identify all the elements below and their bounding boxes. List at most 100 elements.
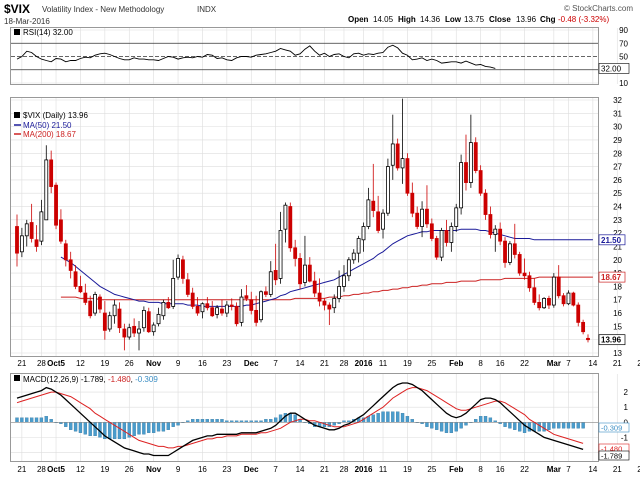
rsi-title: RSI(14) 32.00 <box>23 28 73 37</box>
candle-body-up <box>449 226 454 243</box>
price-legend: $VIX (Daily) 13.96 MA(50) 21.50 MA(200) … <box>14 111 88 139</box>
macd-histogram-bar <box>488 417 493 423</box>
open-value: 14.05 <box>373 15 394 24</box>
candle-body-down <box>312 280 317 294</box>
candle-body-up <box>176 258 180 278</box>
ma50-value-tag-label: 21.50 <box>601 236 622 245</box>
x-tick-label: 25 <box>427 359 436 368</box>
low-value: 13.75 <box>464 15 485 24</box>
macd-histogram-bar <box>454 422 458 432</box>
candle-body-down <box>78 286 83 293</box>
macd-panel-frame <box>10 373 599 462</box>
candle <box>249 291 254 315</box>
price-layer <box>15 98 593 351</box>
candle-body-down <box>254 309 259 323</box>
candle <box>385 158 390 216</box>
macd-histogram-bar <box>108 422 112 440</box>
price-y-tick-label: 23 <box>613 216 622 225</box>
ma200-line <box>60 276 593 301</box>
macd-histogram-bar <box>391 411 395 423</box>
macd-histogram-bar <box>142 422 146 435</box>
candle <box>400 98 405 184</box>
macd-title-value: -1.789 <box>81 375 104 384</box>
candle-body-up <box>493 228 498 235</box>
candle-body-up <box>385 166 390 214</box>
candle-body-up <box>361 226 366 241</box>
macd-histogram-bar <box>459 422 463 429</box>
price-y-tick-label: 25 <box>613 189 622 198</box>
candle-body-down <box>586 337 590 341</box>
macd-histogram-bar <box>576 422 580 429</box>
macd-histogram-bar <box>371 414 375 423</box>
candle <box>273 243 278 286</box>
x-tick-label: 26 <box>125 359 134 368</box>
x-tick-label: 7 <box>273 359 278 368</box>
macd-histogram-bar <box>176 422 180 426</box>
candle-body-up <box>141 309 146 329</box>
candle-body-down <box>537 301 542 309</box>
candle-body-up <box>39 211 44 242</box>
candle <box>551 273 556 308</box>
x-tick-label: 16 <box>496 465 505 474</box>
macd-histogram-bar <box>200 419 205 423</box>
macd-signal-line <box>16 387 584 449</box>
candle <box>68 251 73 279</box>
candle <box>459 154 464 215</box>
candle <box>464 134 468 191</box>
x-tick-label: 2016 <box>355 359 373 368</box>
macd-histogram-bar <box>386 411 390 423</box>
price-y-tick-label: 20 <box>613 256 622 265</box>
candle-body-up <box>551 276 556 306</box>
macd-histogram-bar <box>269 419 273 423</box>
candle-body-down <box>146 311 151 333</box>
candle <box>508 241 512 266</box>
macd-histogram-bar <box>49 419 53 423</box>
macd-histogram-bar <box>215 419 219 423</box>
candle <box>176 254 180 280</box>
price-y-tick-label: 17 <box>613 296 622 305</box>
candle-body-down <box>434 238 439 258</box>
macd-value-tag <box>598 422 630 433</box>
candle-body-up <box>468 142 473 183</box>
candle <box>425 185 429 228</box>
candle <box>293 239 298 267</box>
rsi-layer <box>16 44 496 69</box>
candle <box>542 297 546 310</box>
candle <box>244 285 249 302</box>
macd-title-histogram: -0.309 <box>135 375 158 384</box>
price-y-tick-label: 31 <box>613 109 622 118</box>
candle <box>381 209 385 239</box>
candle-body-down <box>527 275 532 289</box>
candle <box>171 259 176 310</box>
x-tick-label: 16 <box>496 359 505 368</box>
x-tick-label: 26 <box>125 465 134 474</box>
x-tick-label: 7 <box>273 465 278 474</box>
candle <box>444 219 449 247</box>
candle <box>561 293 566 307</box>
candle-body-down <box>488 214 493 235</box>
x-tick-label: 22 <box>520 359 529 368</box>
macd-histogram-bar <box>376 413 380 423</box>
x-tick-label: Oct5 <box>47 359 65 368</box>
macd-histogram-bar <box>151 422 156 433</box>
macd-histogram-bar <box>34 417 39 423</box>
candle <box>361 222 366 252</box>
price-y-tick-label: 29 <box>613 136 622 145</box>
x-tick-label: 9 <box>176 359 181 368</box>
candle-body-up <box>44 159 49 221</box>
macd-histogram-bar <box>557 422 561 429</box>
candle-body-down <box>498 228 503 242</box>
macd-histogram-bar <box>425 422 429 427</box>
price-y-tick-label: 18 <box>613 282 622 291</box>
candle <box>503 237 507 268</box>
candle <box>493 225 498 252</box>
candle-body-up <box>346 259 351 277</box>
price-y-tick-label: 21 <box>613 242 622 251</box>
candle-body-down <box>322 300 327 306</box>
candle <box>259 290 263 323</box>
candle-body-up <box>112 304 117 317</box>
candle <box>322 298 327 311</box>
macd-histogram-bar <box>205 419 209 423</box>
